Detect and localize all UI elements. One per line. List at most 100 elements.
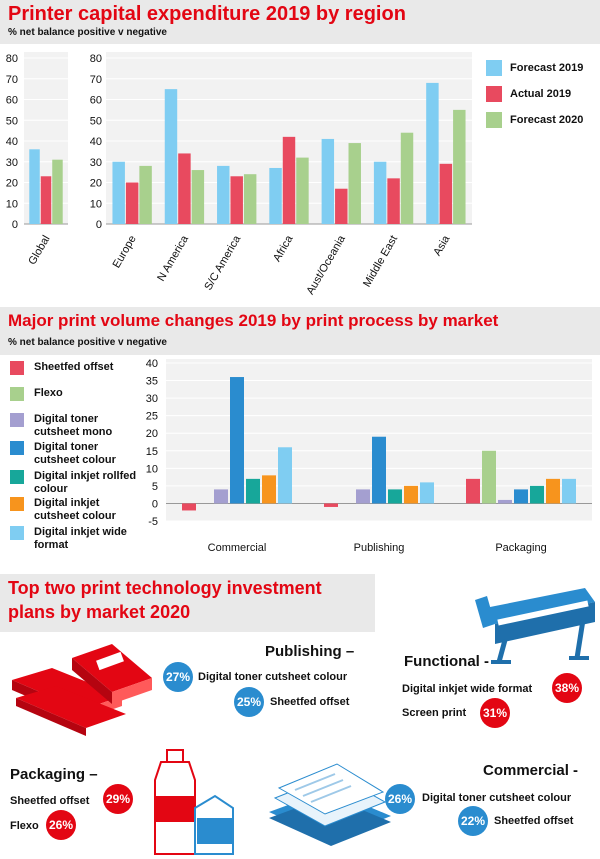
legend2-label-digital-inkjet-wide-format: Digital inkjet wide format bbox=[34, 526, 127, 551]
regions-bar-s-c-america-actual-2019 bbox=[230, 176, 243, 224]
volume-bar-packaging-digital-inkjet-wide-format bbox=[562, 478, 576, 504]
regions-bar-asia-actual-2019 bbox=[439, 163, 453, 224]
regions-xtick-label-africa: Africa bbox=[271, 233, 296, 264]
regions-ytick-label: 70 bbox=[90, 74, 102, 86]
section2-title: Major print volume changes 2019 by print… bbox=[8, 311, 499, 330]
legend2-swatch-digital-inkjet-wide-format bbox=[10, 526, 24, 540]
market-publishing-title: Publishing – bbox=[265, 643, 355, 660]
global-ytick-label: 0 bbox=[12, 219, 18, 231]
regions-bar-africa-actual-2019 bbox=[282, 136, 296, 224]
volume-xtick-label-packaging: Packaging bbox=[495, 542, 546, 554]
regions-bar-middle-east-actual-2019 bbox=[387, 178, 400, 224]
volume-xtick-label-publishing: Publishing bbox=[354, 542, 405, 554]
volume-bar-commercial-digital-inkjet-rollfed-colour bbox=[246, 478, 260, 504]
regions-bar-europe-actual-2019 bbox=[125, 182, 139, 224]
packaging-label-2: Flexo bbox=[10, 820, 39, 832]
regions-bar-s-c-america-forecast-2020 bbox=[243, 174, 257, 224]
regions-bar-middle-east-forecast-2020 bbox=[400, 132, 414, 224]
regions-bar-asia-forecast-2020 bbox=[453, 109, 466, 224]
volume-ytick-label: -5 bbox=[148, 516, 158, 528]
regions-bar-aust-oceania-forecast-2019 bbox=[321, 138, 335, 224]
volume-bar-packaging-sheetfed-offset bbox=[466, 478, 480, 504]
books-icon bbox=[12, 644, 152, 736]
section3-band bbox=[0, 574, 375, 632]
global-bar-global-actual-2019 bbox=[40, 176, 52, 224]
regions-bar-n-america-forecast-2020 bbox=[191, 170, 205, 224]
regions-xtick-label-aust-oceania: Aust/Oceania bbox=[304, 233, 348, 297]
publishing-label-1: Digital toner cutsheet colour bbox=[198, 671, 348, 683]
volume-bar-packaging-digital-inkjet-cutsheet-colour bbox=[546, 478, 560, 504]
regions-xtick-label-s-c-america: S/C America bbox=[202, 233, 243, 293]
functional-pct-2: 31% bbox=[480, 698, 510, 728]
global-ytick-label: 30 bbox=[6, 157, 18, 169]
volume-ytick-label: 25 bbox=[146, 411, 158, 423]
regions-bar-europe-forecast-2020 bbox=[139, 165, 152, 224]
regions-ytick-label: 30 bbox=[90, 157, 102, 169]
market-functional-title: Functional - bbox=[404, 653, 489, 670]
volume-bar-commercial-digital-inkjet-wide-format bbox=[278, 447, 292, 504]
regions-bar-europe-forecast-2019 bbox=[112, 161, 125, 224]
volume-ytick-label: 5 bbox=[152, 481, 158, 493]
legend1-swatch-forecast-2019 bbox=[486, 60, 502, 76]
regions-bar-aust-oceania-forecast-2020 bbox=[348, 143, 361, 224]
functional-label-1: Digital inkjet wide format bbox=[402, 683, 533, 695]
regions-xtick-label-asia: Asia bbox=[431, 233, 453, 258]
section3-title-line2: plans by market 2020 bbox=[8, 602, 191, 622]
publishing-pct-1: 27% bbox=[163, 662, 193, 692]
global-ytick-label: 80 bbox=[6, 53, 18, 65]
volume-ytick-label: 30 bbox=[146, 393, 158, 405]
section2-band bbox=[0, 307, 600, 355]
legend1-swatch-forecast-2020 bbox=[486, 112, 502, 128]
regions-xtick-label-europe: Europe bbox=[111, 234, 139, 271]
capex-chart: 0 10 20 30 40 50 60 70 80 Global 0 10 20 30 40 50 60 70 80… bbox=[6, 52, 472, 297]
legend2-label-digital-toner-cutsheet-colour: Digital toner cutsheet colour bbox=[34, 441, 116, 466]
regions-ytick-label: 10 bbox=[90, 198, 102, 210]
volume-bar-publishing-sheetfed-offset bbox=[324, 503, 338, 507]
commercial-pct-2: 22% bbox=[458, 806, 488, 836]
volume-bar-commercial-digital-toner-cutsheet-colour bbox=[230, 377, 244, 504]
regions-bar-aust-oceania-actual-2019 bbox=[335, 188, 348, 224]
legend2-label-digital-inkjet-rollfed-colour: Digital inkjet rollfed colour bbox=[34, 470, 137, 495]
regions-ytick-label: 20 bbox=[90, 178, 102, 190]
regions-xtick-label-n-america: N America bbox=[155, 233, 191, 284]
regions-xtick-label-middle-east: Middle East bbox=[361, 234, 400, 290]
regions-ytick-label: 40 bbox=[90, 136, 102, 148]
commercial-pct-1: 26% bbox=[385, 784, 415, 814]
global-ytick-label: 70 bbox=[6, 74, 18, 86]
global-bar-global-forecast-2019 bbox=[29, 149, 40, 224]
regions-bar-africa-forecast-2020 bbox=[296, 157, 309, 224]
volume-ytick-label: 0 bbox=[152, 498, 158, 510]
functional-pct-1: 38% bbox=[552, 673, 582, 703]
section2-subtitle: % net balance positive v negative bbox=[8, 337, 167, 348]
regions-ytick-label: 50 bbox=[90, 115, 102, 127]
legend1-label-forecast-2020: Forecast 2020 bbox=[510, 114, 584, 126]
regions-bar-n-america-forecast-2019 bbox=[164, 89, 178, 224]
global-xtick-label-global: Global bbox=[26, 234, 52, 268]
volume-bar-packaging-flexo bbox=[482, 450, 496, 504]
volume-ytick-label: 35 bbox=[146, 376, 158, 388]
commercial-label-2: Sheetfed offset bbox=[494, 815, 574, 827]
publishing-label-2: Sheetfed offset bbox=[270, 696, 350, 708]
legend2-label-sheetfed-offset: Sheetfed offset bbox=[34, 361, 114, 373]
volume-ytick-label: 40 bbox=[146, 358, 158, 370]
volume-ytick-label: 15 bbox=[146, 446, 158, 458]
legend2-label-flexo: Flexo bbox=[34, 387, 63, 399]
legend2-label-digital-inkjet-cutsheet-colour: Digital inkjet cutsheet colour bbox=[34, 497, 116, 522]
legend2-swatch-flexo bbox=[10, 387, 24, 401]
regions-ytick-label: 80 bbox=[90, 53, 102, 65]
regions-bar-middle-east-forecast-2019 bbox=[373, 161, 387, 224]
regions-ytick-label: 0 bbox=[96, 219, 102, 231]
section3-title-line1: Top two print technology investment bbox=[8, 578, 322, 598]
legend2-swatch-sheetfed-offset bbox=[10, 361, 24, 375]
global-ytick-label: 50 bbox=[6, 115, 18, 127]
volume-bar-packaging-digital-toner-cutsheet-colour bbox=[514, 489, 528, 504]
commercial-label-1: Digital toner cutsheet colour bbox=[422, 792, 572, 804]
legend2-swatch-digital-toner-cutsheet-mono bbox=[10, 413, 24, 427]
global-ytick-label: 20 bbox=[6, 178, 18, 190]
volume-bar-publishing-digital-inkjet-cutsheet-colour bbox=[404, 485, 418, 504]
section1-subtitle: % net balance positive v negative bbox=[8, 27, 167, 38]
regions-bar-n-america-actual-2019 bbox=[178, 153, 191, 224]
legend2-label-digital-toner-cutsheet-mono: Digital toner cutsheet mono bbox=[34, 413, 113, 438]
market-packaging-title: Packaging – bbox=[10, 766, 98, 783]
volume-bar-publishing-digital-inkjet-wide-format bbox=[420, 482, 434, 504]
